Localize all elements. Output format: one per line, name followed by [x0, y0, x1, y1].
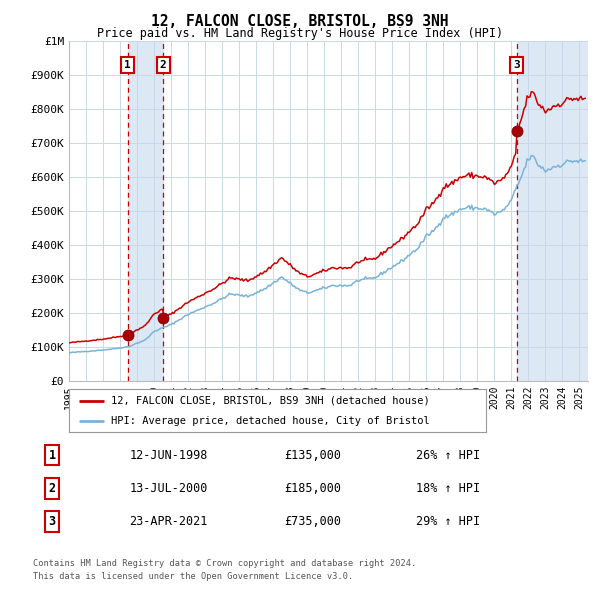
Text: 26% ↑ HPI: 26% ↑ HPI — [416, 448, 481, 462]
Text: This data is licensed under the Open Government Licence v3.0.: This data is licensed under the Open Gov… — [33, 572, 353, 581]
Text: 13-JUL-2000: 13-JUL-2000 — [130, 481, 208, 495]
Text: 12, FALCON CLOSE, BRISTOL, BS9 3NH: 12, FALCON CLOSE, BRISTOL, BS9 3NH — [151, 14, 449, 28]
Text: 12, FALCON CLOSE, BRISTOL, BS9 3NH (detached house): 12, FALCON CLOSE, BRISTOL, BS9 3NH (deta… — [110, 396, 430, 406]
Text: Contains HM Land Registry data © Crown copyright and database right 2024.: Contains HM Land Registry data © Crown c… — [33, 559, 416, 568]
Text: HPI: Average price, detached house, City of Bristol: HPI: Average price, detached house, City… — [110, 416, 430, 426]
Text: 2: 2 — [160, 60, 166, 70]
Text: 2: 2 — [49, 481, 56, 495]
Text: 1: 1 — [49, 448, 56, 462]
Text: £735,000: £735,000 — [284, 514, 341, 528]
Text: Price paid vs. HM Land Registry's House Price Index (HPI): Price paid vs. HM Land Registry's House … — [97, 27, 503, 40]
Text: £185,000: £185,000 — [284, 481, 341, 495]
Text: 29% ↑ HPI: 29% ↑ HPI — [416, 514, 481, 528]
Text: 12-JUN-1998: 12-JUN-1998 — [130, 448, 208, 462]
Text: 18% ↑ HPI: 18% ↑ HPI — [416, 481, 481, 495]
Text: 1: 1 — [124, 60, 131, 70]
Text: 23-APR-2021: 23-APR-2021 — [130, 514, 208, 528]
Bar — [128, 41, 163, 381]
Bar — [517, 41, 588, 381]
Text: 3: 3 — [49, 514, 56, 528]
Text: £135,000: £135,000 — [284, 448, 341, 462]
Text: 3: 3 — [514, 60, 520, 70]
